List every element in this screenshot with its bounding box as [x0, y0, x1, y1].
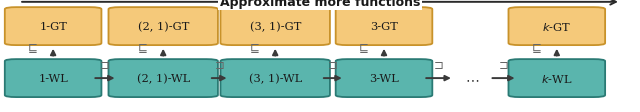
Text: ⊐: ⊐ — [100, 58, 110, 71]
Text: ⊐: ⊐ — [214, 58, 224, 71]
Text: 3-WL: 3-WL — [369, 73, 399, 83]
Text: ⊐: ⊐ — [434, 58, 444, 71]
FancyBboxPatch shape — [509, 60, 605, 97]
Text: 3-GT: 3-GT — [370, 22, 398, 32]
FancyBboxPatch shape — [5, 60, 101, 97]
Text: ⊑: ⊑ — [250, 42, 260, 55]
Text: ⊑: ⊑ — [531, 42, 541, 55]
FancyBboxPatch shape — [220, 8, 330, 46]
FancyBboxPatch shape — [220, 60, 330, 97]
FancyBboxPatch shape — [5, 8, 101, 46]
Text: (3, 1)-WL: (3, 1)-WL — [248, 73, 302, 84]
Text: ⊑: ⊑ — [28, 42, 38, 55]
Text: 1-WL: 1-WL — [38, 73, 68, 83]
Text: (2, 1)-GT: (2, 1)-GT — [138, 22, 189, 32]
Text: (3, 1)-GT: (3, 1)-GT — [250, 22, 301, 32]
Text: 1-GT: 1-GT — [39, 22, 67, 32]
Text: $\cdots$: $\cdots$ — [465, 71, 479, 85]
FancyBboxPatch shape — [109, 8, 218, 46]
Text: ⊑: ⊑ — [138, 42, 148, 55]
FancyBboxPatch shape — [335, 8, 433, 46]
Text: ⊑: ⊑ — [358, 42, 369, 55]
Text: ⊐: ⊐ — [328, 58, 338, 71]
Text: ⊐: ⊐ — [499, 58, 508, 71]
Text: $k$-GT: $k$-GT — [542, 21, 572, 33]
FancyBboxPatch shape — [109, 60, 218, 97]
Text: (2, 1)-WL: (2, 1)-WL — [136, 73, 190, 84]
Text: $k$-WL: $k$-WL — [541, 72, 573, 84]
FancyBboxPatch shape — [509, 8, 605, 46]
FancyBboxPatch shape — [335, 60, 433, 97]
Text: Approximate more functions: Approximate more functions — [220, 0, 420, 9]
